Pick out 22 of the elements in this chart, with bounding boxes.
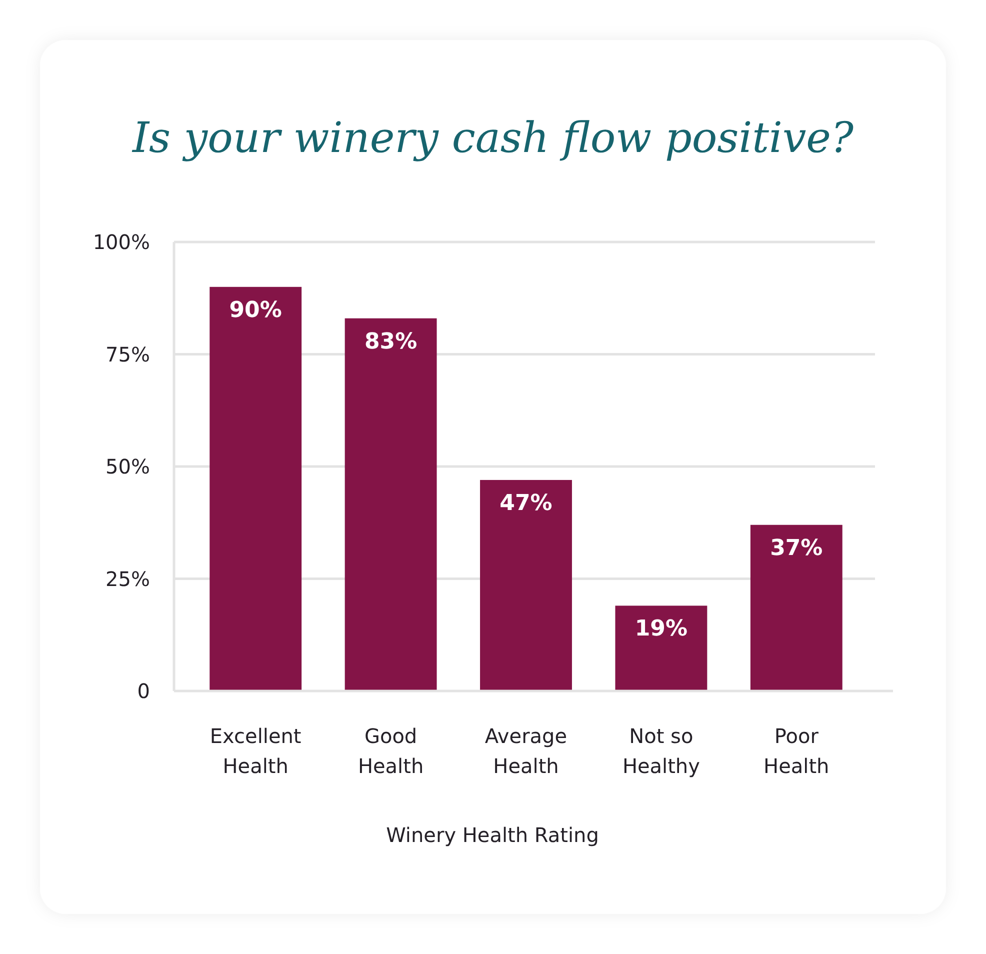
data-label: 83% <box>364 329 418 354</box>
x-tick-label: Average Health <box>484 724 568 778</box>
x-tick-label: Poor Health <box>764 724 830 778</box>
x-axis-title: Winery Health Rating <box>386 823 599 847</box>
y-tick-label: 75% <box>106 342 150 366</box>
x-tick-label: Good Health <box>358 724 424 778</box>
y-tick-label: 50% <box>106 454 150 478</box>
data-label: 19% <box>634 616 688 642</box>
data-label: 47% <box>500 490 552 516</box>
bar <box>615 606 708 691</box>
bar <box>344 318 437 691</box>
y-tick-label: 100% <box>92 230 150 254</box>
y-tick-label: 25% <box>106 566 150 591</box>
bar <box>210 286 302 691</box>
x-tick-label: Not so Healthy <box>622 724 700 778</box>
data-label: 90% <box>229 298 282 323</box>
x-tick-label: Excellent Health <box>210 724 302 778</box>
bar <box>750 524 842 691</box>
data-label: 37% <box>770 536 823 561</box>
y-tick-label: 0 <box>137 679 150 703</box>
chart-title: Is your winery cash flow positive? <box>131 113 854 162</box>
bar <box>480 480 572 691</box>
